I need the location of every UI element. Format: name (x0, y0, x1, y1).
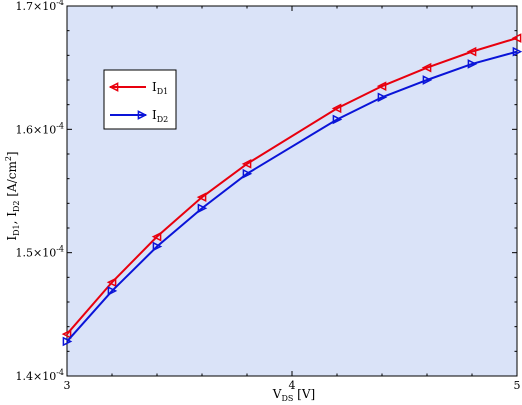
series-d2 (62, 46, 522, 347)
series-d1 (61, 33, 522, 339)
legend-marker (108, 82, 119, 92)
x-axis-title-main: V (272, 387, 282, 401)
legend-marker (137, 110, 148, 120)
y-tick-label: 1.5×10-4 (15, 245, 64, 260)
y-axis-title: ID1, ID2 [A/cm2] (4, 151, 21, 240)
data-point (152, 241, 163, 252)
y-axis-title-p1: I (5, 236, 19, 241)
x-tick-label: 4 (289, 379, 296, 392)
y-tick-exponent: -4 (56, 0, 64, 7)
data-point (422, 75, 433, 85)
axis-ticks: 3 4 51.4×10-41.5×10-41.6×10-41.7×10-4 (15, 0, 520, 392)
y-axis-title-sup: 2 (4, 156, 13, 161)
series-line (66, 37, 518, 335)
y-axis-title-sub2: D2 (12, 200, 21, 212)
y-tick-mantissa: 1.6×10 (15, 123, 56, 136)
series-layer (61, 33, 522, 347)
x-tick-label: 3 (64, 379, 71, 392)
y-axis-title-sub1: D1 (12, 224, 21, 236)
y-axis-title-unit: [A/cm (5, 161, 19, 201)
data-point (466, 46, 477, 57)
x-axis-title-unit: [V] (293, 387, 315, 401)
y-tick-label: 1.7×10-4 (15, 0, 64, 13)
data-point (106, 277, 117, 288)
data-point (151, 231, 162, 242)
legend-label-main: I (152, 108, 157, 122)
data-point (107, 286, 118, 296)
y-axis-title-close: ] (5, 151, 19, 156)
data-point (512, 46, 522, 57)
data-point (377, 92, 388, 103)
data-point (376, 81, 387, 91)
y-tick-exponent: -4 (56, 121, 64, 130)
legend-box (103, 69, 177, 130)
y-tick-mantissa: 1.4×10 (15, 370, 56, 383)
data-point (197, 203, 208, 214)
x-axis-title: VDS [V] (272, 387, 315, 403)
x-axis-title-sub: DS (281, 394, 293, 403)
series-line (66, 50, 518, 343)
data-point (331, 103, 342, 114)
y-axis-title-sep: , I (5, 212, 19, 225)
legend-label-sub: D2 (157, 115, 169, 124)
legend-label-sub: D1 (157, 87, 169, 96)
y-tick-mantissa: 1.7×10 (15, 0, 56, 13)
data-point (61, 329, 72, 339)
data-point (241, 159, 252, 169)
y-tick-exponent: -4 (56, 368, 64, 377)
x-tick-label: 5 (514, 379, 521, 392)
y-tick-label: 1.6×10-4 (15, 121, 64, 136)
y-tick-mantissa: 1.5×10 (15, 247, 56, 260)
data-point (242, 168, 253, 179)
data-point (421, 62, 432, 73)
data-point (332, 114, 343, 125)
data-point (196, 192, 207, 202)
data-point (467, 59, 478, 69)
data-point (511, 33, 522, 43)
plot-area (66, 5, 518, 377)
legend-label-main: I (152, 80, 157, 94)
y-tick-exponent: -4 (56, 245, 64, 254)
legend-label: ID1 (152, 80, 168, 96)
y-tick-label: 1.4×10-4 (15, 368, 64, 383)
legend-label: ID2 (152, 108, 168, 124)
data-point (62, 336, 73, 347)
